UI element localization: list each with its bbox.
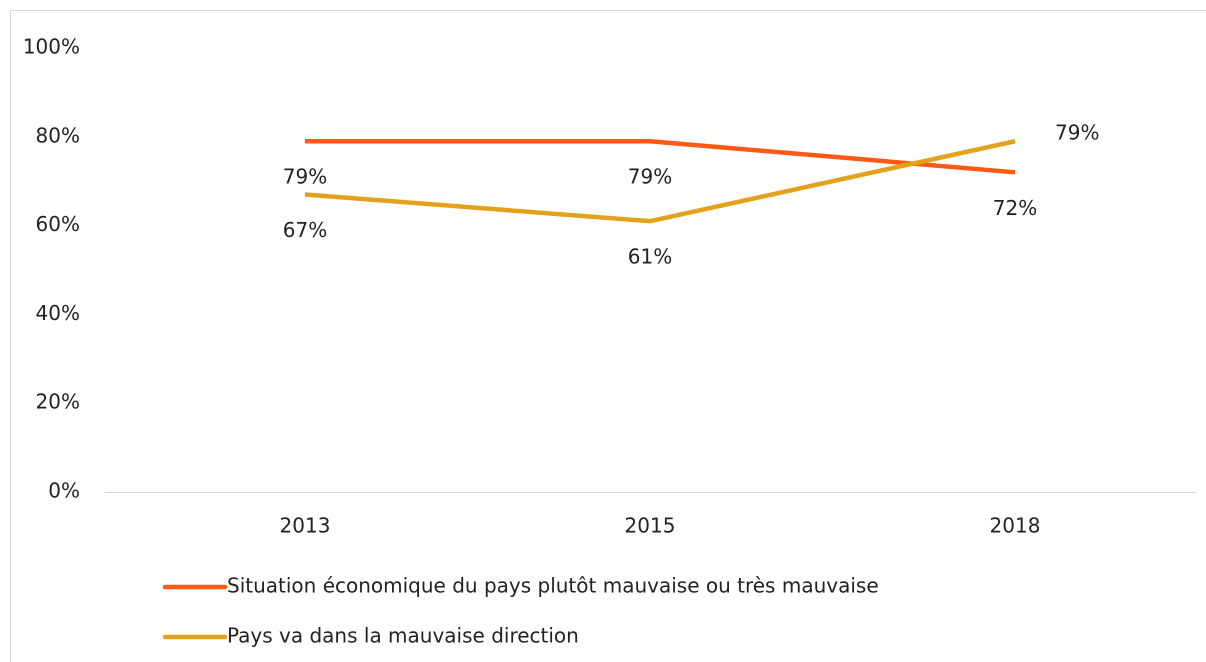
- x-tick-label: 2013: [280, 514, 331, 538]
- data-label: 79%: [1055, 121, 1099, 145]
- y-tick-label: 20%: [36, 390, 80, 414]
- data-label: 79%: [628, 165, 672, 189]
- y-tick-label: 60%: [36, 212, 80, 236]
- data-label: 67%: [283, 218, 327, 242]
- chart-border: [10, 10, 1206, 662]
- x-tick-label: 2015: [625, 514, 676, 538]
- legend-label: Situation économique du pays plutôt mauv…: [227, 574, 879, 598]
- data-label: 72%: [993, 196, 1037, 220]
- y-tick-label: 0%: [48, 479, 80, 503]
- y-tick-label: 80%: [36, 123, 80, 147]
- line: [305, 138, 1016, 175]
- y-tick-label: 40%: [36, 301, 80, 325]
- line: [304, 139, 1016, 224]
- x-tick-label: 2018: [990, 514, 1041, 538]
- y-tick-label: 100%: [23, 35, 80, 59]
- data-label: 79%: [283, 165, 327, 189]
- legend-label: Pays va dans la mauvaise direction: [227, 624, 579, 648]
- data-label: 61%: [628, 245, 672, 269]
